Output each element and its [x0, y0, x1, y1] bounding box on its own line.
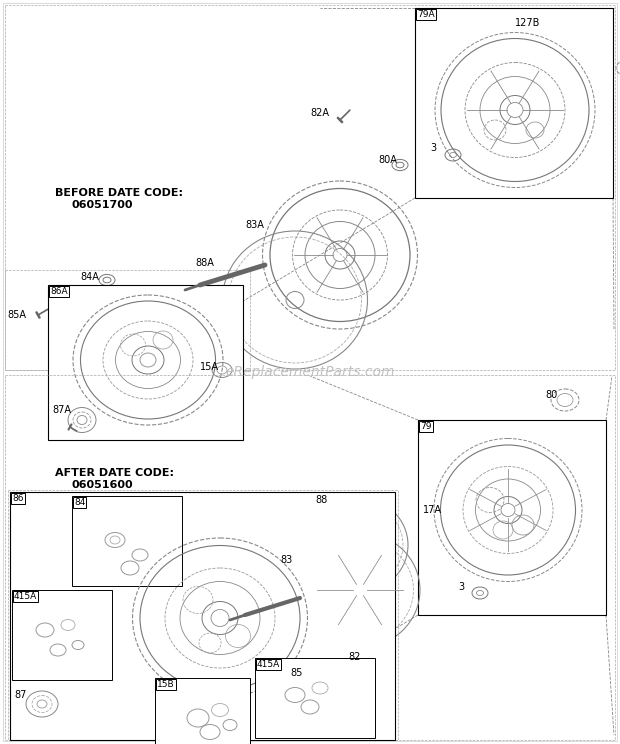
Bar [72, 496, 182, 586]
Text: 127B: 127B [515, 18, 541, 28]
Bar [415, 8, 613, 198]
Text: BEFORE DATE CODE:: BEFORE DATE CODE: [55, 188, 183, 198]
Text: 79: 79 [420, 422, 432, 431]
Text: 79A: 79A [417, 10, 435, 19]
Text: eReplacementParts.com: eReplacementParts.com [225, 365, 395, 379]
Text: 87: 87 [14, 690, 27, 700]
Text: 82: 82 [348, 652, 360, 662]
Text: 85: 85 [290, 668, 303, 678]
Bar [8, 490, 398, 740]
Text: 15B: 15B [157, 680, 175, 689]
Text: 80: 80 [545, 390, 557, 400]
Text: 06051600: 06051600 [72, 480, 134, 490]
Text: 88: 88 [315, 495, 327, 505]
Text: 15A: 15A [200, 362, 219, 372]
Text: 86A: 86A [50, 287, 68, 296]
Text: 06051700: 06051700 [72, 200, 133, 210]
Bar [48, 285, 243, 440]
Text: 86: 86 [12, 494, 24, 503]
Bar [10, 492, 395, 740]
Text: 3: 3 [458, 582, 464, 592]
Text: 3: 3 [430, 143, 436, 153]
Bar [155, 678, 250, 744]
Bar [418, 420, 606, 615]
Text: AFTER DATE CODE:: AFTER DATE CODE: [55, 468, 174, 478]
Bar [5, 270, 250, 370]
Text: 82A: 82A [310, 108, 329, 118]
Text: 80A: 80A [378, 155, 397, 165]
Text: 88A: 88A [195, 258, 214, 268]
Text: 83A: 83A [245, 220, 264, 230]
Bar [12, 590, 112, 680]
Text: 415A: 415A [14, 592, 37, 601]
Bar [255, 658, 375, 738]
Text: 83: 83 [280, 555, 292, 565]
Text: 87A: 87A [52, 405, 71, 415]
Text: 17A: 17A [423, 505, 442, 515]
Bar [5, 5, 615, 370]
Text: 84: 84 [74, 498, 86, 507]
Text: 415A: 415A [257, 660, 280, 669]
Text: 85A: 85A [7, 310, 26, 320]
Bar [5, 375, 615, 740]
Text: 84A: 84A [80, 272, 99, 282]
